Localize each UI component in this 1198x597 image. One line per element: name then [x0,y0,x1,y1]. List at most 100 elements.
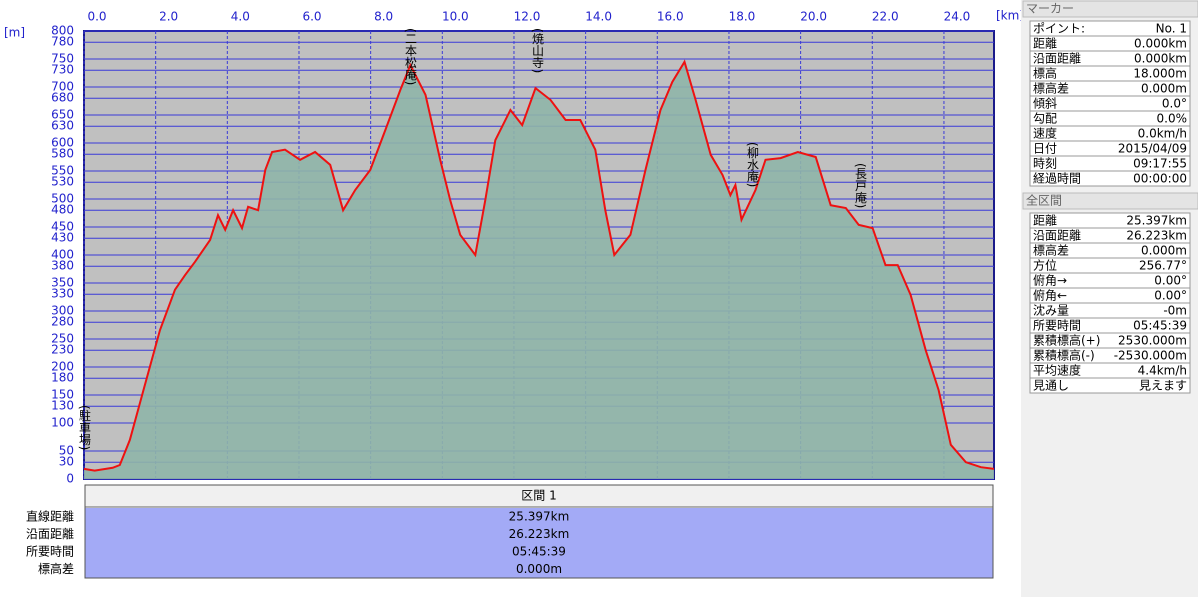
row-value: 0.000m [516,562,562,576]
panel-value: 0.00° [1154,289,1187,303]
panel-title: マーカー [1026,2,1074,16]
panel-value: 0.000m [1141,82,1187,96]
panel-value: 0.000m [1141,244,1187,258]
panel-value: 09:17:55 [1133,157,1187,171]
peak-annotation: (長戸庵) [854,163,868,208]
y-tick-label: 30 [59,455,74,469]
panel-key: 距離 [1033,214,1057,228]
panel-key: 傾斜 [1033,97,1057,111]
panel-value: No. 1 [1156,22,1187,36]
table-header: 区間 1 [521,489,556,503]
x-tick-label: 8.0 [374,10,393,24]
x-axis-label: [km] [996,9,1024,23]
table-row-bg [85,560,993,578]
row-label: 沿面距離 [26,527,74,541]
panel-key: 速度 [1033,126,1057,141]
x-tick-label: 4.0 [231,10,250,24]
y-tick-label: 780 [51,35,74,49]
panel-key: 所要時間 [1033,319,1081,333]
panel-value: 05:45:39 [1133,319,1187,333]
y-tick-label: 400 [51,248,74,262]
y-tick-label: 350 [51,276,74,290]
panel-row [1029,170,1191,187]
row-label: 標高差 [38,561,74,576]
y-tick-label: 550 [51,164,74,178]
panel-key: 日付 [1033,142,1057,156]
y-tick-label: 800 [51,24,74,38]
y-tick-label: 750 [51,52,74,66]
panel-value: 0.000km [1134,37,1187,51]
panel-value: 26.223km [1126,229,1187,243]
panel-value: 2530.000m [1118,334,1187,348]
peak-annotation: (柳水庵) [746,142,760,187]
table-row-bg [85,543,993,561]
panel-key: 累積標高(-) [1033,348,1095,363]
y-tick-label: 700 [51,80,74,94]
panel-key: 沿面距離 [1033,52,1081,66]
y-tick-label: 580 [51,147,74,161]
panel-value: 0.000km [1134,52,1187,66]
peak-annotation: (駐車場) [78,405,92,450]
y-tick-label: 300 [51,304,74,318]
panel-key: 平均速度 [1033,363,1081,378]
x-tick-label: 12.0 [514,10,541,24]
y-tick-label: 450 [51,220,74,234]
x-tick-label: 20.0 [800,10,827,24]
x-tick-label: 0.0 [87,10,106,24]
panel-value: 25.397km [1126,214,1187,228]
row-value: 26.223km [509,527,570,541]
area-fill [84,61,994,480]
y-tick-label: 130 [51,399,74,413]
y-tick-label: 200 [51,360,74,374]
panel-key: 沈み量 [1033,303,1069,318]
y-tick-label: 150 [51,388,74,402]
y-tick-label: 0 [66,472,74,486]
panel-key: ポイント: [1033,22,1085,36]
panel-value: 0.0% [1157,112,1188,126]
row-label: 直線距離 [26,509,74,524]
x-tick-label: 16.0 [657,10,684,24]
panel-title-bg [1022,192,1198,210]
panel-row [1029,377,1191,394]
y-tick-label: 530 [51,175,74,189]
panel-key: 勾配 [1033,112,1057,126]
x-tick-label: 24.0 [944,10,971,24]
row-label: 所要時間 [26,545,74,559]
y-tick-label: 180 [51,371,74,385]
panel-value: -0m [1163,304,1187,318]
y-tick-label: 230 [51,343,74,357]
panel-value: 18.000m [1133,67,1187,81]
panel-key: 方位 [1033,258,1057,273]
x-tick-label: 10.0 [442,10,469,24]
row-value: 05:45:39 [512,545,566,559]
panel-value: 256.77° [1139,259,1187,273]
x-tick-label: 2.0 [159,10,178,24]
y-tick-label: 280 [51,315,74,329]
panel-key: 標高 [1033,66,1057,81]
y-axis-label: [m] [4,26,25,40]
panel-key: 時刻 [1033,157,1057,171]
panel-value: 2015/04/09 [1118,142,1187,156]
panel-key: 俯角← [1033,288,1067,303]
y-tick-label: 600 [51,136,74,150]
panel-key: 見通し [1033,379,1069,393]
panel-value: 4.4km/h [1138,364,1187,378]
y-tick-label: 650 [51,108,74,122]
panel-value: 0.0° [1162,97,1187,111]
y-tick-label: 730 [51,63,74,77]
panel-value: 0.0km/h [1138,127,1187,141]
y-tick-label: 480 [51,203,74,217]
panel-title-bg [1022,0,1198,18]
y-tick-label: 430 [51,231,74,245]
panel-value: -2530.000m [1114,349,1187,363]
y-tick-label: 250 [51,332,74,346]
elevation-line [83,59,995,472]
y-tick-label: 500 [51,192,74,206]
y-tick-label: 100 [51,416,74,430]
panel-key: 標高差 [1033,243,1069,258]
y-tick-label: 380 [51,259,74,273]
panel-title: 全区間 [1026,193,1062,208]
x-tick-label: 22.0 [872,10,899,24]
panel-key: 経過時間 [1033,172,1081,186]
